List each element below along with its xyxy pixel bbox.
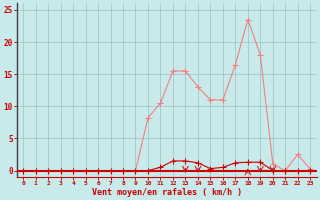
X-axis label: Vent moyen/en rafales ( km/h ): Vent moyen/en rafales ( km/h ) [92, 188, 242, 197]
